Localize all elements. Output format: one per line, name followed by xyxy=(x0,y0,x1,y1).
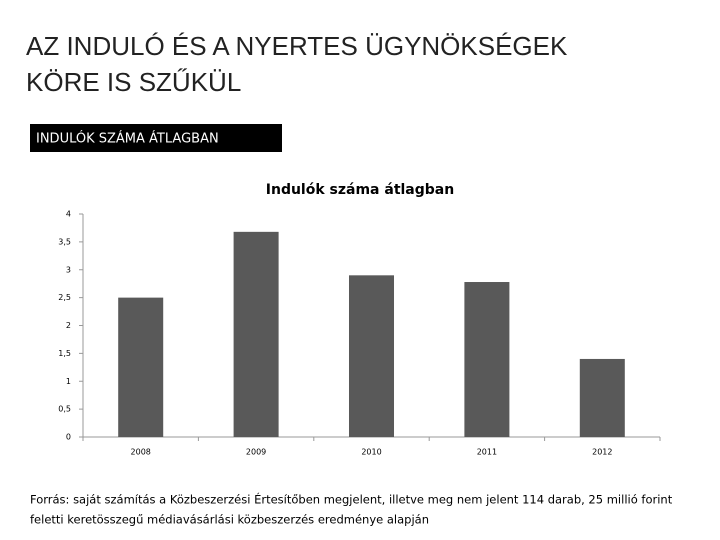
y-tick-label: 1 xyxy=(66,377,71,386)
y-tick-label: 1,5 xyxy=(58,349,71,358)
source-line: Forrás: saját számítás a Közbeszerzési É… xyxy=(30,492,673,507)
source-line: feletti keretösszegű médiavásárlási közb… xyxy=(30,513,429,527)
y-tick-label: 0,5 xyxy=(58,405,71,414)
y-tick-label: 2,5 xyxy=(58,293,71,302)
y-tick-label: 4 xyxy=(66,210,71,219)
y-tick-label: 3 xyxy=(66,265,71,274)
x-tick-label: 2010 xyxy=(361,448,381,457)
slide-title-line: AZ INDULÓ ÉS A NYERTES ÜGYNÖKSÉGEK xyxy=(26,31,568,61)
chart-title: Indulók száma átlagban xyxy=(266,182,454,198)
bar xyxy=(118,297,164,437)
x-tick-label: 2011 xyxy=(477,448,497,457)
x-tick-label: 2009 xyxy=(246,448,266,457)
bar xyxy=(464,282,510,437)
bar xyxy=(348,275,395,437)
bar xyxy=(579,358,625,437)
y-tick-label: 2 xyxy=(66,321,71,330)
bar xyxy=(233,231,279,437)
label-box xyxy=(30,124,282,152)
slide-title-line: KÖRE IS SZŰKÜL xyxy=(26,67,241,97)
label-text: INDULÓK SZÁMA ÁTLAGBAN xyxy=(36,131,219,147)
x-tick-label: 2008 xyxy=(131,448,151,457)
x-tick-label: 2012 xyxy=(592,448,612,457)
y-tick-label: 3,5 xyxy=(58,237,71,246)
y-tick-label: 0 xyxy=(66,433,71,442)
